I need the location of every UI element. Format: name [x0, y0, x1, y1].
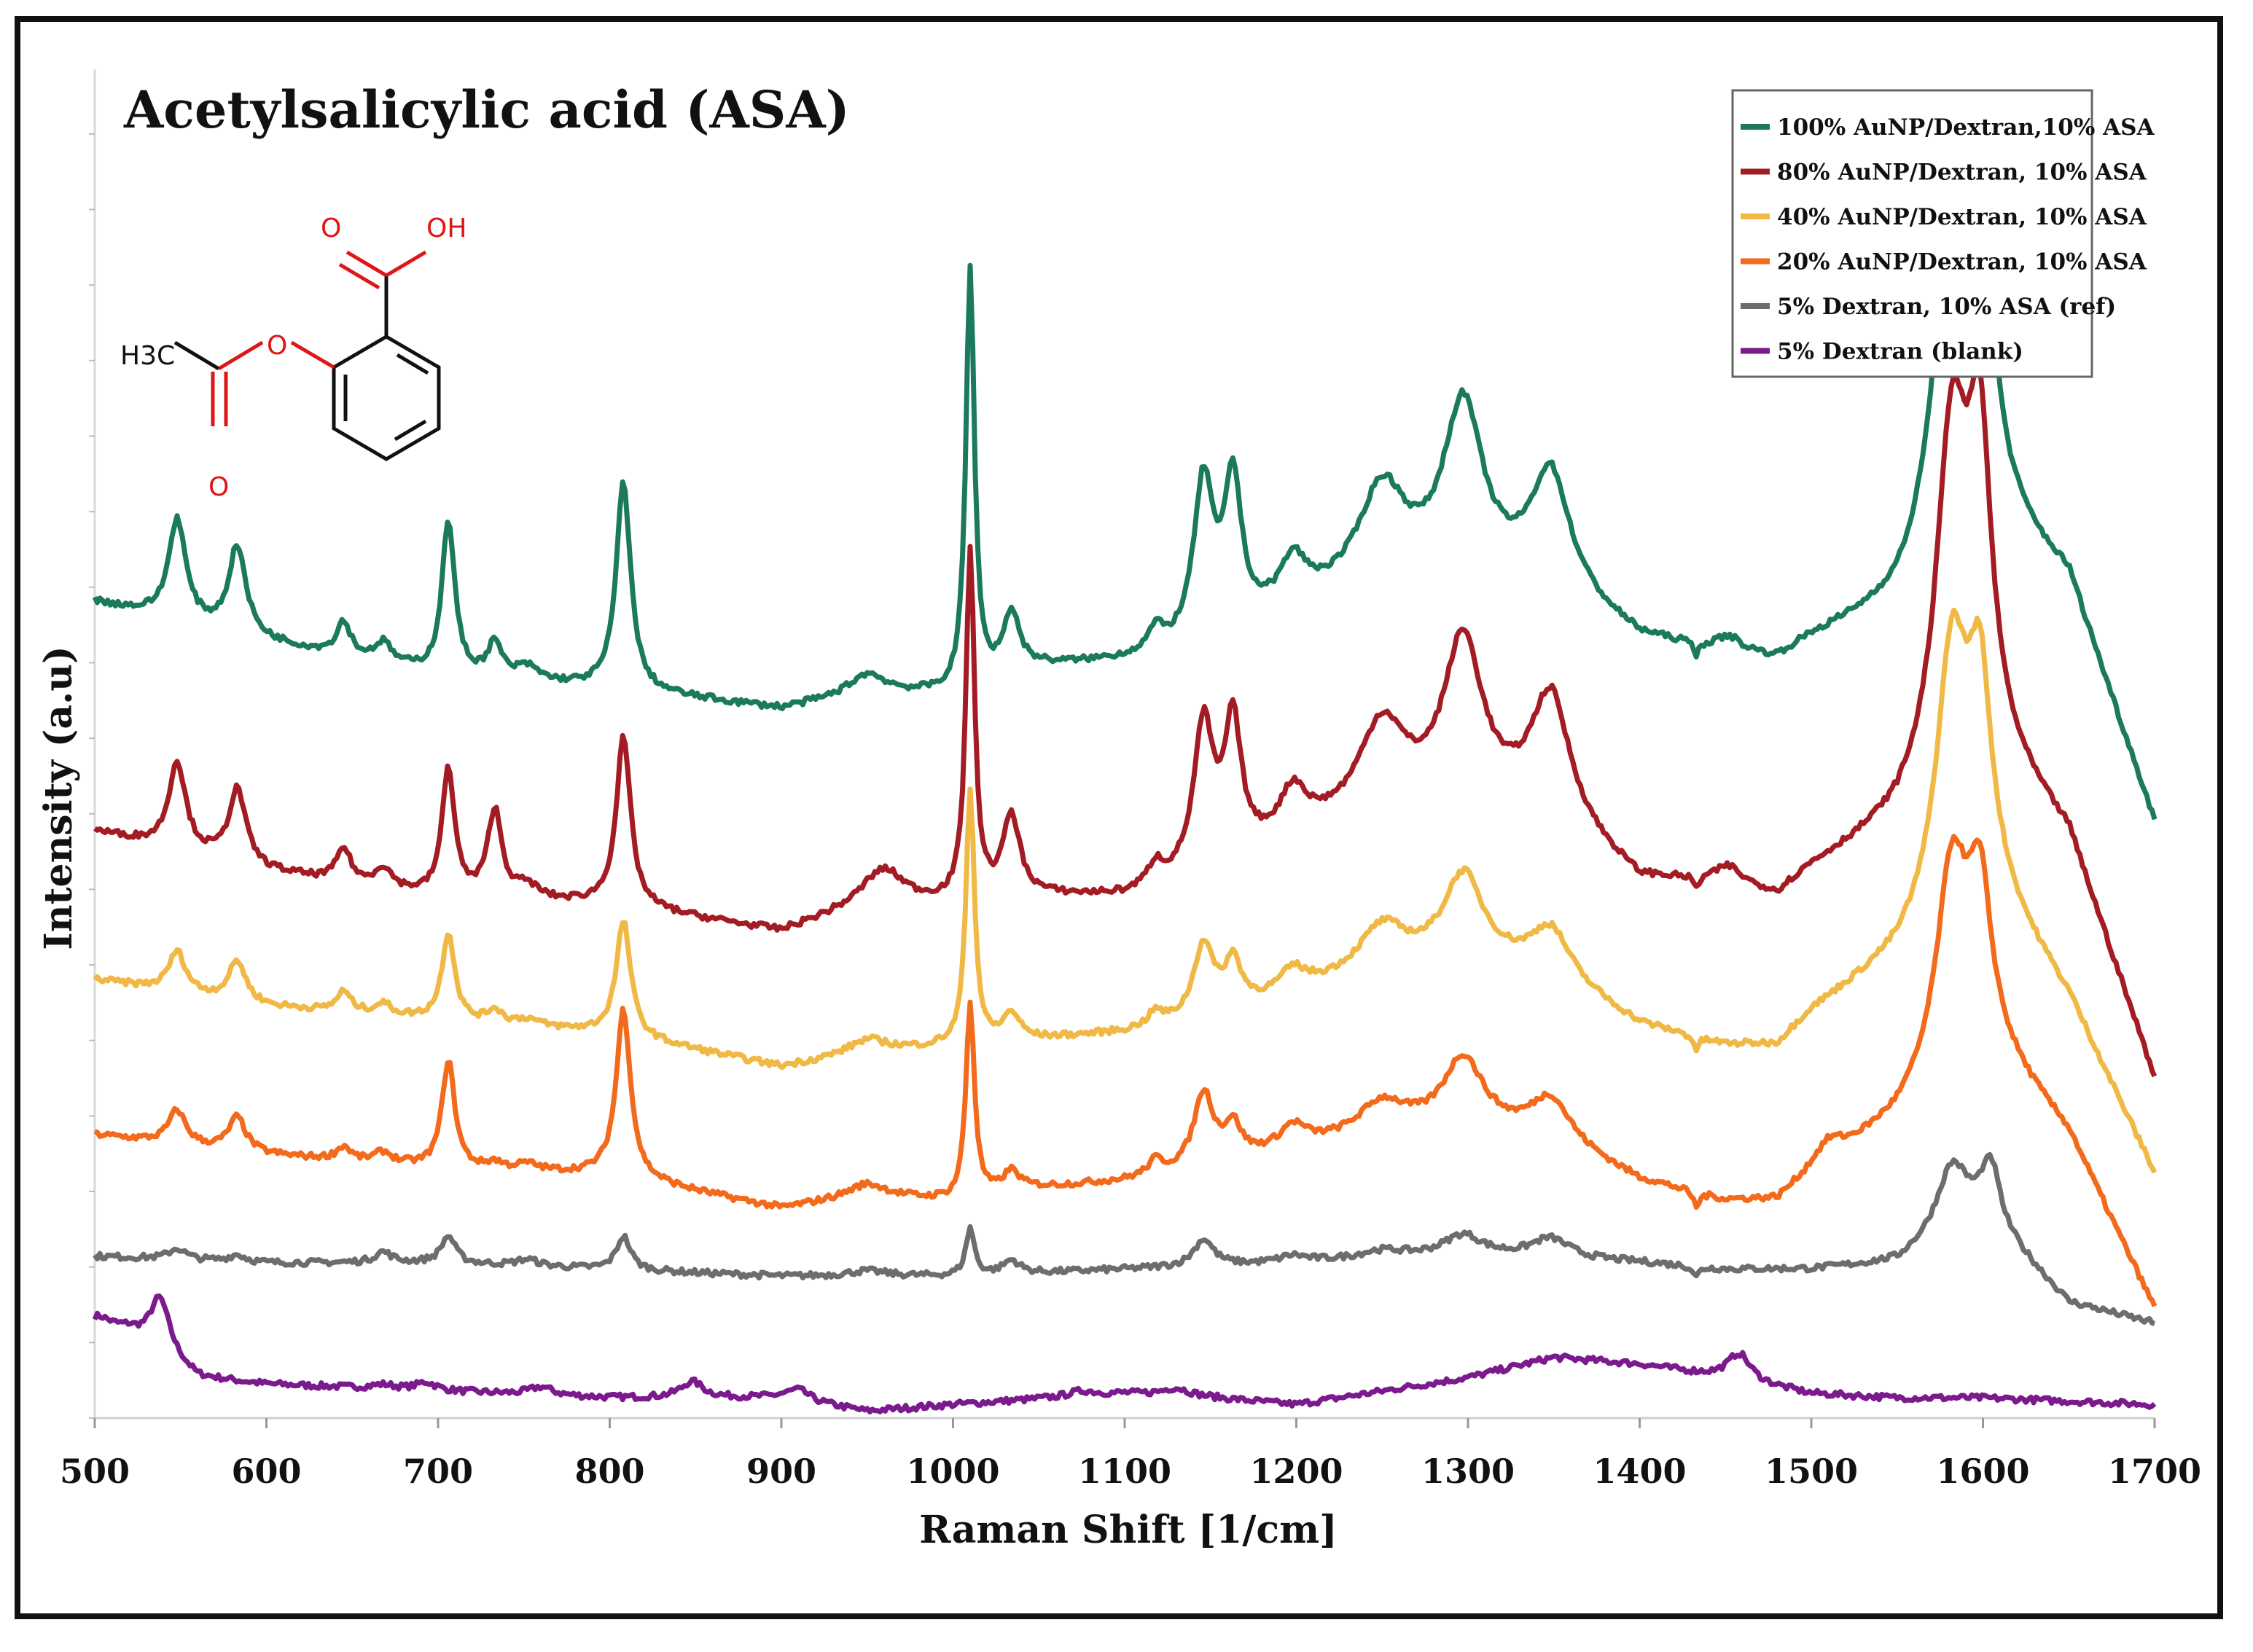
series-line-6: [92, 1293, 2157, 1415]
methyl-bond: [173, 340, 220, 371]
x-tick-label-800: 800: [574, 1452, 644, 1491]
x-tick-label-1700: 1700: [2108, 1452, 2201, 1491]
legend-label-5: 5% Dextran, 10% ASA (ref): [1777, 294, 2116, 320]
hydroxyl-label: OH: [426, 214, 466, 243]
chart-title: Acetylsalicylic acid (ASA): [123, 79, 850, 140]
legend-box: [1731, 89, 2093, 378]
legend-label-4: 20% AuNP/Dextran, 10% ASA: [1777, 249, 2147, 275]
asa-structure: [173, 250, 441, 461]
hydroxyl-bond: [385, 250, 427, 278]
acyl-o-label: O: [208, 472, 229, 502]
series-line-2: [93, 360, 2158, 1078]
x-tick-label-900: 900: [746, 1452, 816, 1491]
legend-label-2: 80% AuNP/Dextran, 10% ASA: [1777, 160, 2147, 186]
x-tick-label-1300: 1300: [1421, 1452, 1515, 1491]
ester-o-to-carbon-bond: [217, 340, 264, 371]
x-tick-label-1200: 1200: [1249, 1452, 1343, 1491]
x-tick-label-1100: 1100: [1078, 1452, 1171, 1491]
ring-double-bond-1: [396, 353, 429, 375]
y-axis-title: Intensity (a.u): [36, 646, 81, 950]
x-tick-marks: [93, 1418, 2156, 1428]
series-line-4: [93, 834, 2158, 1307]
carbonyl-bond-b: [338, 262, 380, 290]
x-tick-label-1400: 1400: [1593, 1452, 1686, 1491]
legend-label-1: 100% AuNP/Dextran,10% ASA: [1777, 114, 2155, 141]
carbonyl-bond-a: [345, 250, 388, 278]
series-line-1: [92, 97, 2158, 821]
x-tick-label-1000: 1000: [906, 1452, 999, 1491]
legend: 100% AuNP/Dextran,10% ASA 80% AuNP/Dextra…: [1741, 114, 2155, 365]
benzene-ring: [332, 334, 441, 461]
x-axis-title: Raman Shift [1/cm]: [919, 1508, 1337, 1552]
ring-double-bond-2: [394, 419, 427, 442]
series-line-3: [93, 607, 2158, 1174]
ester-o-label: O: [267, 331, 287, 361]
y-tick-marks: [89, 133, 95, 1419]
ring-to-ester-bond: [290, 340, 335, 369]
x-tick-label-600: 600: [231, 1452, 301, 1491]
carbonyl-o-label: O: [321, 214, 341, 243]
series-lines: [92, 97, 2158, 1415]
x-tick-label-1500: 1500: [1765, 1452, 1858, 1491]
x-tick-label-1600: 1600: [1936, 1452, 2029, 1491]
methyl-label: H3C: [120, 341, 175, 371]
x-tick-labels: 500 600 700 800 900 1000 1100 1200 1300 1400 1500 1…: [60, 1452, 2201, 1491]
series-line-5: [93, 1151, 2155, 1326]
legend-label-3: 40% AuNP/Dextran, 10% ASA: [1777, 204, 2147, 230]
legend-label-6: 5% Dextran (blank): [1777, 339, 2023, 365]
x-tick-label-700: 700: [403, 1452, 473, 1491]
x-tick-label-500: 500: [60, 1452, 130, 1491]
